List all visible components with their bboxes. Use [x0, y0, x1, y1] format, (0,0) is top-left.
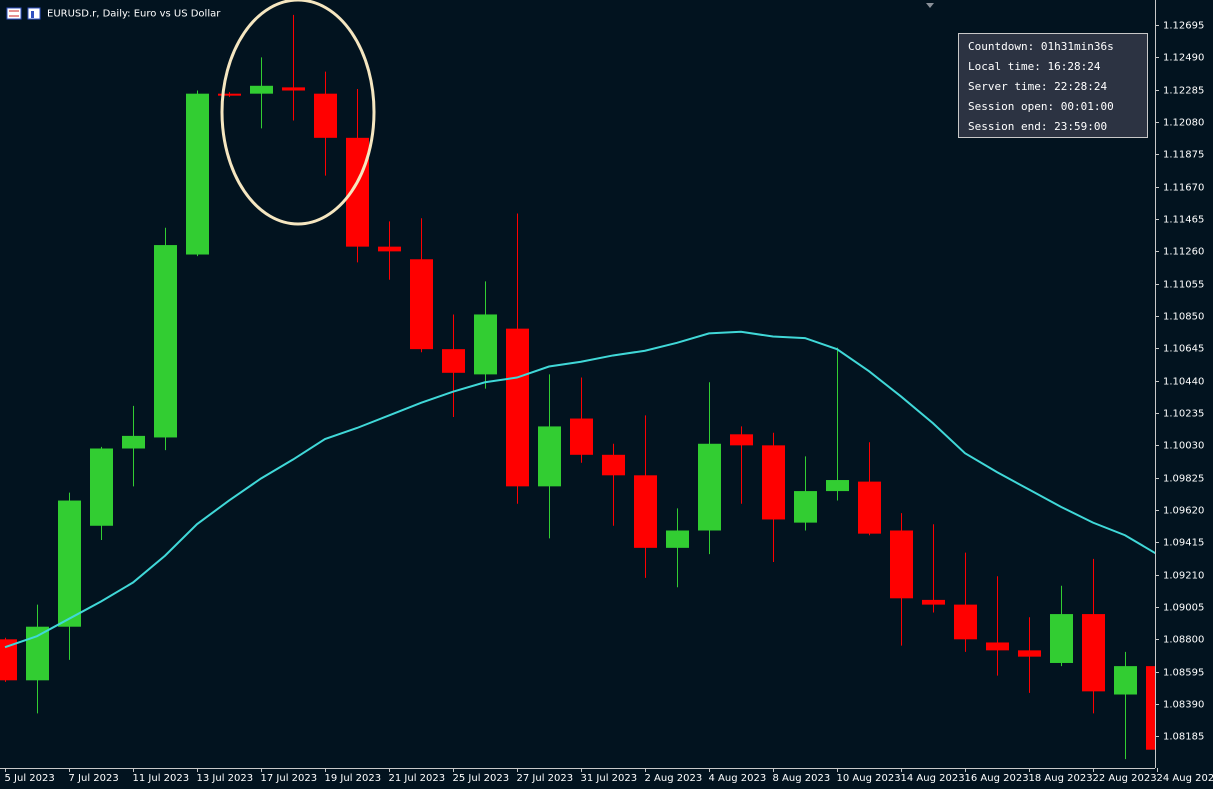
candle-body [90, 448, 113, 526]
candle-body [442, 349, 465, 373]
y-tick-label: 1.09210 [1163, 571, 1204, 582]
x-tick-label: 8 Aug 2023 [773, 773, 831, 784]
candle-body [58, 500, 81, 627]
y-tick-label: 1.10030 [1163, 441, 1204, 452]
y-tick-label: 1.09825 [1163, 474, 1204, 485]
candle-body [1050, 614, 1073, 663]
candle-body [250, 85, 273, 94]
plot-area [0, 14, 1155, 760]
x-tick-label: 5 Jul 2023 [5, 773, 55, 784]
symbol-icons [6, 7, 41, 20]
y-tick-label: 1.09620 [1163, 506, 1204, 517]
candle-body [1146, 666, 1155, 750]
y-tick-label: 1.12285 [1163, 86, 1204, 97]
x-tick-label: 27 Jul 2023 [517, 773, 574, 784]
candle-body [1114, 666, 1137, 695]
candle-body [762, 445, 785, 520]
x-tick-label: 10 Aug 2023 [837, 773, 901, 784]
x-tick-label: 22 Aug 2023 [1093, 773, 1157, 784]
x-tick-label: 24 Aug 2023 [1157, 773, 1213, 784]
y-tick-label: 1.11465 [1163, 215, 1204, 226]
candle-body [570, 418, 593, 455]
y-tick-label: 1.10645 [1163, 344, 1204, 355]
candle-body [954, 604, 977, 640]
info-line: Countdown: 01h31min36s [968, 40, 1114, 53]
x-tick-label: 7 Jul 2023 [69, 773, 119, 784]
x-tick-label: 21 Jul 2023 [389, 773, 446, 784]
x-tick-label: 19 Jul 2023 [325, 773, 382, 784]
x-tick-label: 31 Jul 2023 [581, 773, 638, 784]
candle-body [218, 93, 241, 96]
y-tick-label: 1.12080 [1163, 118, 1204, 129]
candle-body [794, 491, 817, 523]
candle-body [826, 480, 849, 492]
candle-body [26, 626, 49, 681]
shift-marker [926, 3, 934, 8]
y-tick-label: 1.11875 [1163, 150, 1204, 161]
y-tick-label: 1.08800 [1163, 635, 1204, 646]
x-tick-label: 18 Aug 2023 [1029, 773, 1093, 784]
info-panel: Countdown: 01h31min36s Local time: 16:28… [958, 33, 1148, 138]
x-tick-label: 25 Jul 2023 [453, 773, 510, 784]
y-tick-label: 1.08185 [1163, 732, 1204, 743]
candle-body [538, 426, 561, 487]
candle-body [602, 454, 625, 476]
candle-body [730, 434, 753, 446]
candle-body [282, 87, 305, 91]
candle-body [890, 530, 913, 599]
x-tick-label: 13 Jul 2023 [197, 773, 254, 784]
flag-icon [6, 7, 22, 20]
candle-body [410, 259, 433, 350]
x-tick-label: 11 Jul 2023 [133, 773, 190, 784]
y-tick-label: 1.08390 [1163, 700, 1204, 711]
candle-body [154, 245, 177, 438]
y-tick-label: 1.10235 [1163, 409, 1204, 420]
candle-body [346, 137, 369, 247]
candle-body [0, 639, 17, 681]
info-line: Local time: 16:28:24 [968, 60, 1101, 73]
x-tick-label: 17 Jul 2023 [261, 773, 318, 784]
candle-body [314, 93, 337, 138]
candle-body [474, 314, 497, 375]
chart-icon-bar [31, 11, 34, 18]
y-tick-label: 1.08595 [1163, 668, 1204, 679]
x-tick-label: 16 Aug 2023 [965, 773, 1029, 784]
y-tick-label: 1.11055 [1163, 280, 1204, 291]
candle-body [922, 599, 945, 605]
candle-body [186, 93, 209, 255]
x-tick-label: 2 Aug 2023 [645, 773, 703, 784]
info-line: Server time: 22:28:24 [968, 80, 1107, 93]
y-tick-label: 1.11260 [1163, 247, 1204, 258]
highlight-ellipse [220, 0, 376, 226]
y-tick-label: 1.09005 [1163, 603, 1204, 614]
candle-body [378, 246, 401, 252]
candle-body [1082, 614, 1105, 692]
candle-body [506, 328, 529, 487]
candle-body [634, 475, 657, 548]
chart-title: EURUSD.r, Daily: Euro vs US Dollar [47, 9, 221, 20]
candle-body [1018, 650, 1041, 657]
info-line: Session end: 23:59:00 [968, 120, 1107, 133]
candle-body [666, 530, 689, 548]
x-tick-label: 14 Aug 2023 [901, 773, 965, 784]
y-tick-label: 1.10440 [1163, 377, 1204, 388]
y-tick-label: 1.12695 [1163, 21, 1204, 32]
moving-average [4, 330, 1155, 649]
y-tick-label: 1.09415 [1163, 538, 1204, 549]
candle-body [858, 481, 881, 534]
y-tick-label: 1.11670 [1163, 183, 1204, 194]
candle-body [698, 443, 721, 531]
y-tick-label: 1.10850 [1163, 312, 1204, 323]
candle-body [986, 642, 1009, 651]
candle-body [122, 435, 145, 449]
info-panel-box [958, 33, 1148, 138]
info-line: Session open: 00:01:00 [968, 100, 1114, 113]
x-tick-label: 4 Aug 2023 [709, 773, 767, 784]
y-tick-label: 1.12490 [1163, 53, 1204, 64]
